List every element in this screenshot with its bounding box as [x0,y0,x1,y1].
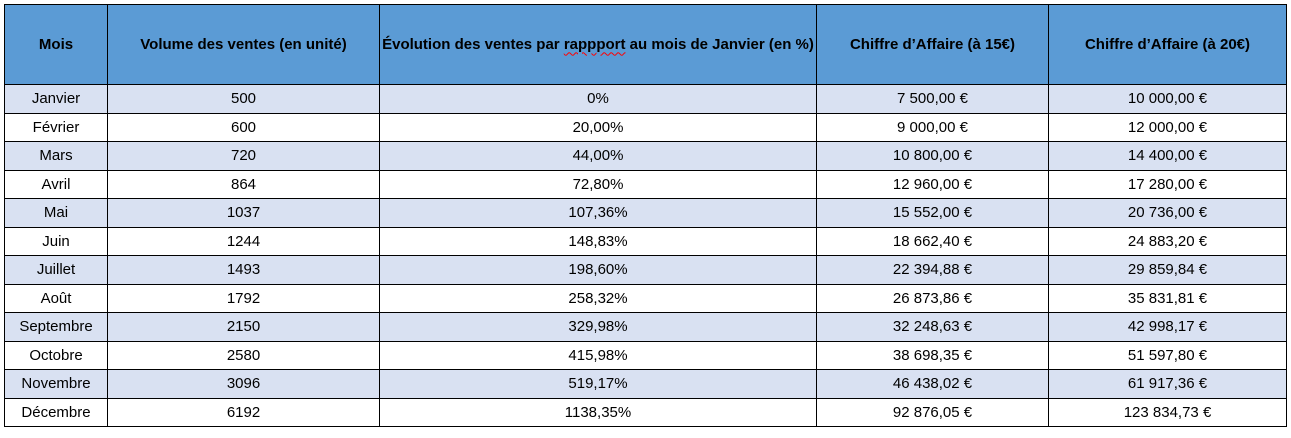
cell-ca20: 29 859,84 € [1048,255,1287,285]
sales-table: Mois Volume des ventes (en unité) Évolut… [4,4,1287,427]
cell-ca20: 14 400,00 € [1048,141,1287,171]
cell-ca15: 22 394,88 € [816,255,1049,285]
header-evolution-part1: Évolution des ventes par [382,35,564,53]
cell-evolution: 519,17% [379,369,817,399]
table-row: Juillet 1493 198,60% 22 394,88 €29 859,84 € [4,255,1287,285]
table-row: Novembre 3096 519,17% 46 438,02 €61 917,36 … [4,369,1287,399]
cell-evolution: 415,98% [379,340,817,370]
table-row: Juin 1244 148,83% 18 662,40 €24 883,20 € [4,226,1287,256]
cell-volume: 720 [107,141,380,171]
cell-ca15: 10 800,00 € [816,141,1049,171]
cell-evolution: 107,36% [379,198,817,228]
cell-evolution: 20,00% [379,112,817,142]
cell-ca15: 15 552,00 € [816,198,1049,228]
cell-volume: 500 [107,84,380,114]
cell-ca20: 24 883,20 € [1048,226,1287,256]
cell-mois: Février [4,112,108,142]
table-row: Décembre 6192 1138,35% 92 876,05 €123 834,7… [4,397,1287,427]
cell-mois: Septembre [4,312,108,342]
cell-ca20: 17 280,00 € [1048,169,1287,199]
cell-evolution: 72,80% [379,169,817,199]
cell-volume: 2580 [107,340,380,370]
cell-ca20: 35 831,81 € [1048,283,1287,313]
cell-ca20: 20 736,00 € [1048,198,1287,228]
cell-ca15: 92 876,05 € [816,397,1049,427]
cell-mois: Mai [4,198,108,228]
cell-mois: Juillet [4,255,108,285]
cell-ca15: 12 960,00 € [816,169,1049,199]
cell-volume: 1037 [107,198,380,228]
cell-evolution: 198,60% [379,255,817,285]
cell-mois: Juin [4,226,108,256]
cell-evolution: 258,32% [379,283,817,313]
cell-volume: 1244 [107,226,380,256]
cell-ca20: 42 998,17 € [1048,312,1287,342]
table-row: Mai 1037 107,36% 15 552,00 €20 736,00 € [4,198,1287,228]
cell-mois: Décembre [4,397,108,427]
cell-ca20: 123 834,73 € [1048,397,1287,427]
cell-mois: Août [4,283,108,313]
table-row: Août 1792 258,32% 26 873,86 €35 831,81 € [4,283,1287,313]
cell-mois: Janvier [4,84,108,114]
cell-volume: 2150 [107,312,380,342]
cell-volume: 1493 [107,255,380,285]
header-ca15: Chiffre d’Affaire (à 15€) [816,4,1049,85]
cell-ca20: 12 000,00 € [1048,112,1287,142]
cell-ca15: 46 438,02 € [816,369,1049,399]
cell-ca15: 32 248,63 € [816,312,1049,342]
header-mois: Mois [4,4,108,85]
cell-mois: Novembre [4,369,108,399]
cell-evolution: 329,98% [379,312,817,342]
cell-mois: Octobre [4,340,108,370]
header-ca20: Chiffre d’Affaire (à 20€) [1048,4,1287,85]
cell-evolution: 44,00% [379,141,817,171]
cell-evolution: 0% [379,84,817,114]
table-row: Mars 720 44,00% 10 800,00 €14 400,00 € [4,141,1287,171]
cell-ca20: 10 000,00 € [1048,84,1287,114]
header-evolution: Évolution des ventes par rappport au moi… [379,4,817,85]
table-row: Septembre 2150 329,98% 32 248,63 €42 998,17… [4,312,1287,342]
table-body: Janvier 500 0% 7 500,00 €10 000,00 € Février… [4,84,1287,427]
cell-ca20: 61 917,36 € [1048,369,1287,399]
cell-mois: Avril [4,169,108,199]
cell-volume: 864 [107,169,380,199]
cell-volume: 6192 [107,397,380,427]
header-evolution-part2: au mois de Janvier (en %) [625,35,814,53]
table-row: Janvier 500 0% 7 500,00 €10 000,00 € [4,84,1287,114]
spellcheck-word[interactable]: rappport [563,35,626,53]
header-volume: Volume des ventes (en unité) [107,4,380,85]
cell-mois: Mars [4,141,108,171]
cell-ca15: 7 500,00 € [816,84,1049,114]
cell-volume: 600 [107,112,380,142]
cell-ca15: 38 698,35 € [816,340,1049,370]
table-row: Octobre 2580 415,98% 38 698,35 €51 597,80 € [4,340,1287,370]
table-row: Avril 864 72,80% 12 960,00 €17 280,00 € [4,169,1287,199]
cell-volume: 1792 [107,283,380,313]
cell-ca15: 18 662,40 € [816,226,1049,256]
header-row: Mois Volume des ventes (en unité) Évolut… [4,4,1287,85]
cell-evolution: 148,83% [379,226,817,256]
cell-ca15: 26 873,86 € [816,283,1049,313]
cell-ca15: 9 000,00 € [816,112,1049,142]
cell-volume: 3096 [107,369,380,399]
table-row: Février 600 20,00% 9 000,00 €12 000,00 € [4,112,1287,142]
cell-evolution: 1138,35% [379,397,817,427]
cell-ca20: 51 597,80 € [1048,340,1287,370]
